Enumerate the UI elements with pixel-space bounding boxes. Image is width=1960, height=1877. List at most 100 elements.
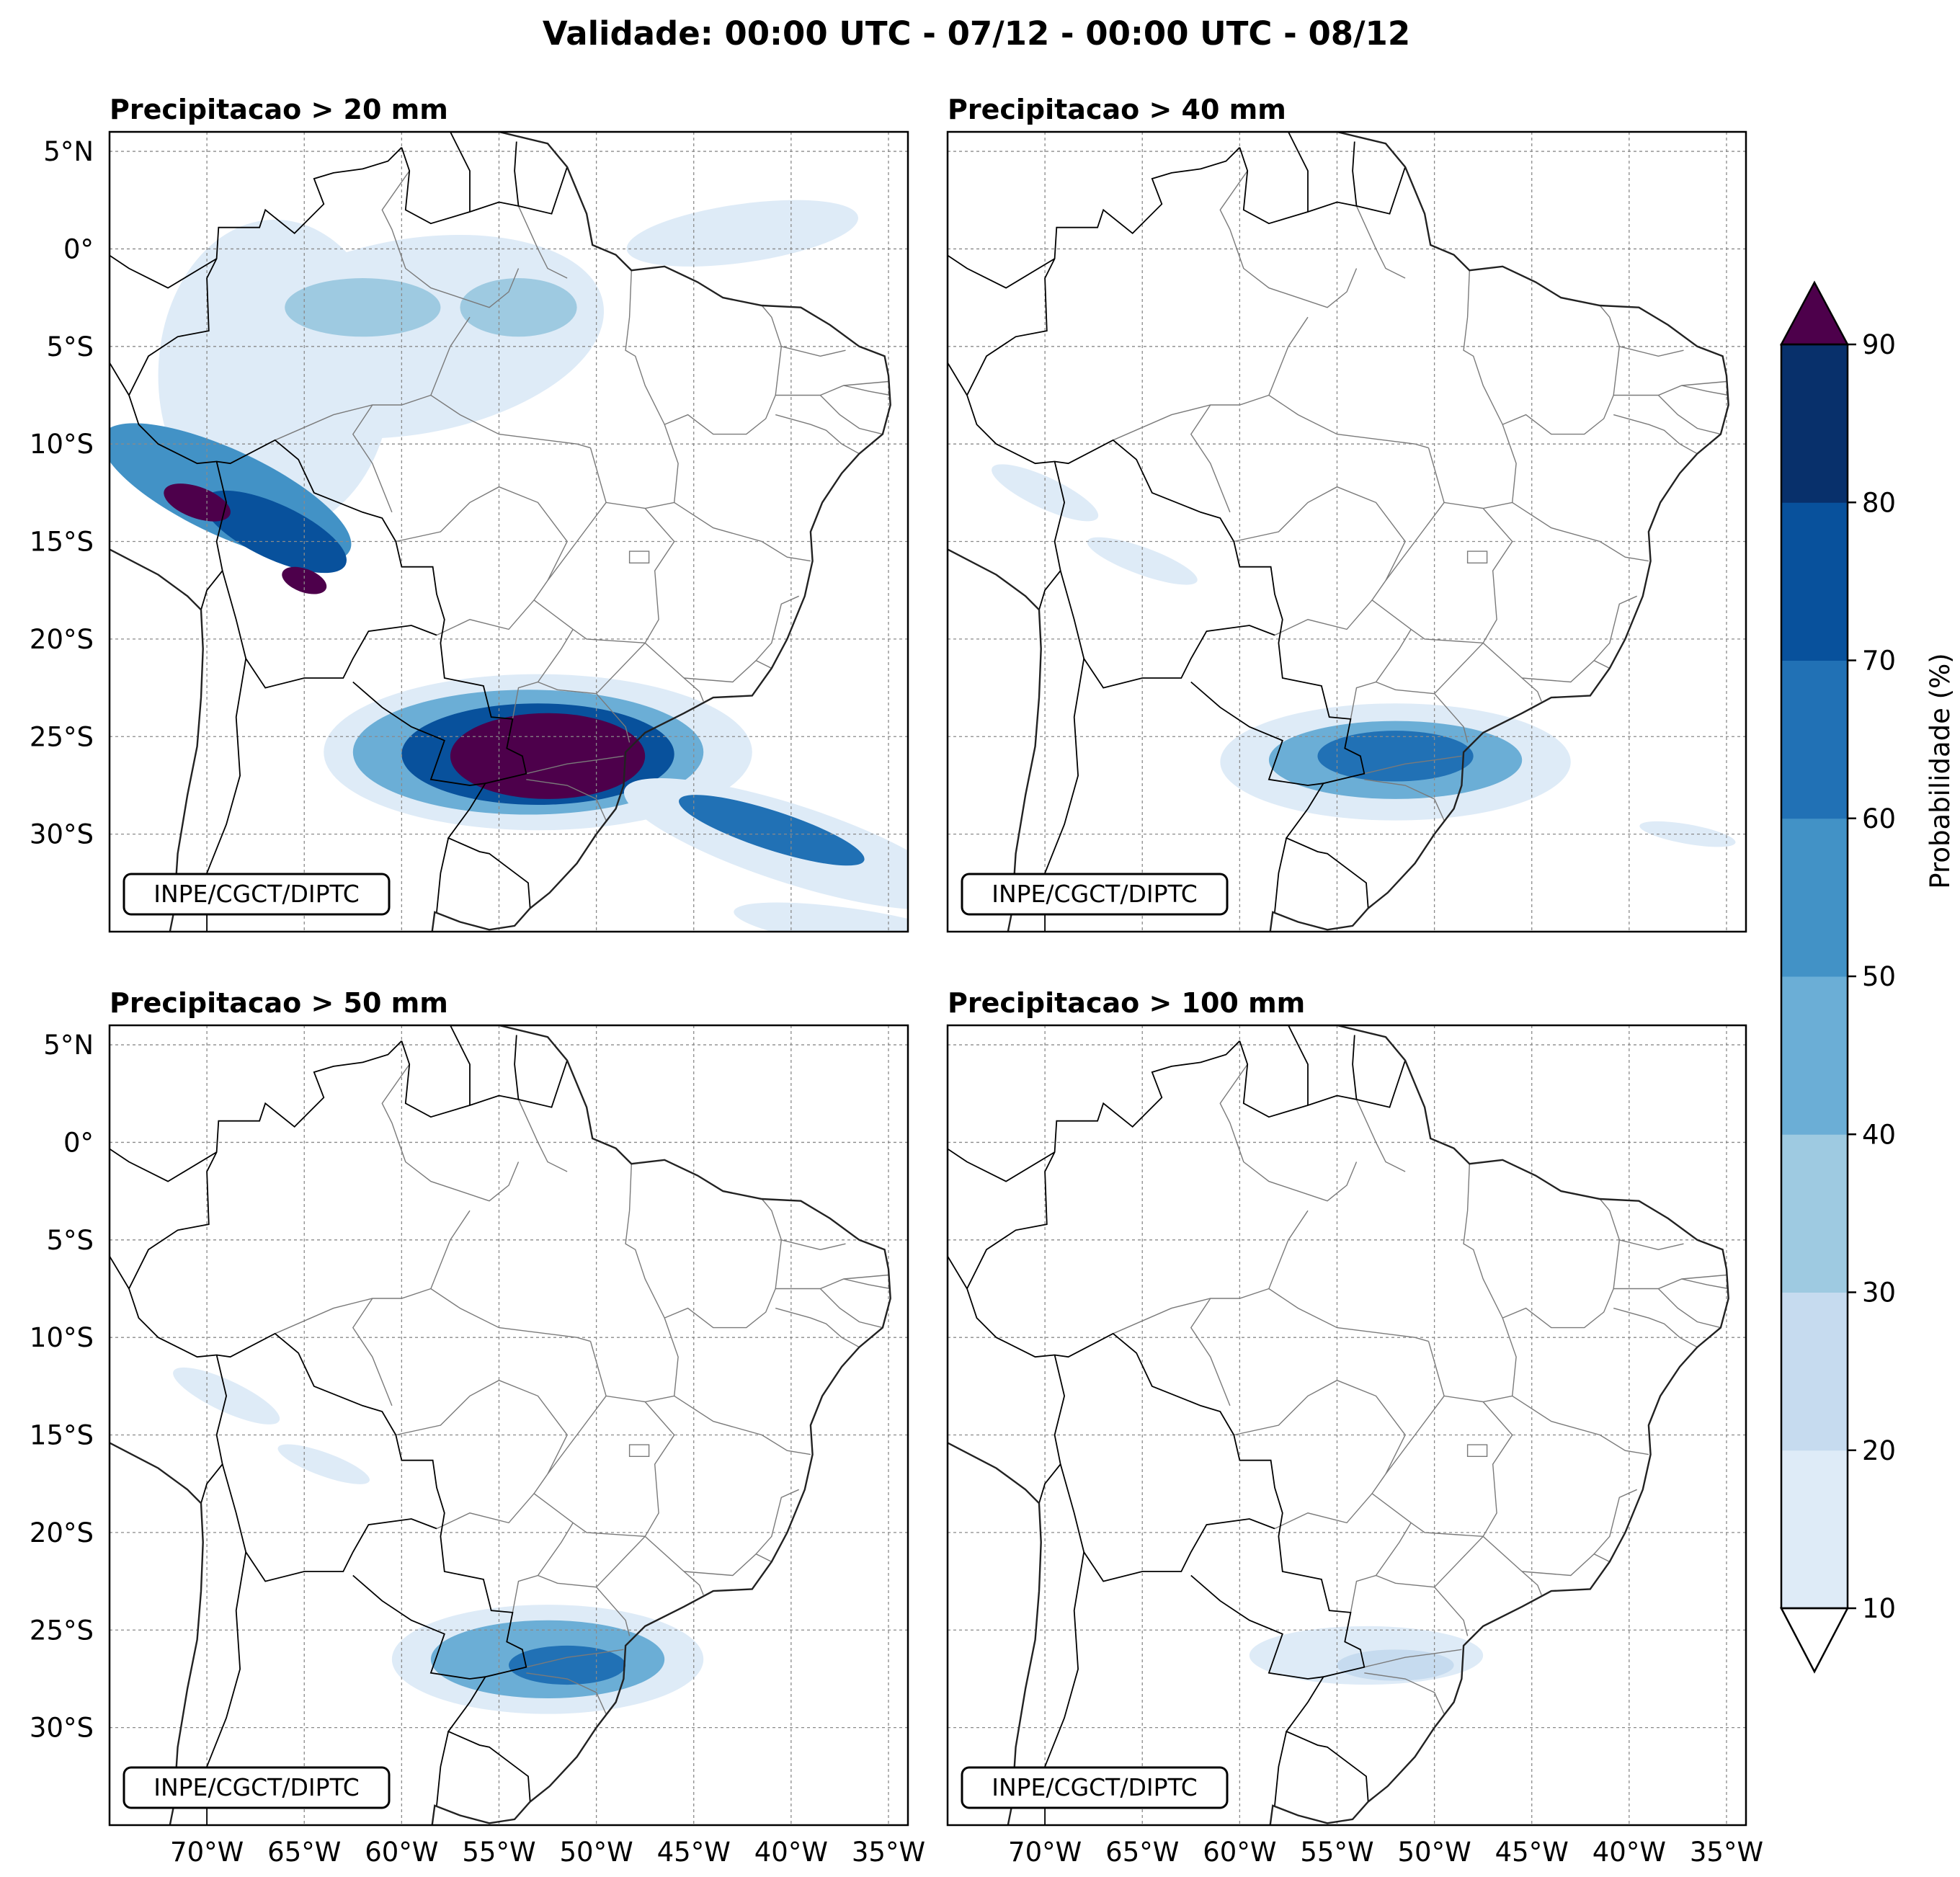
country-border bbox=[948, 1148, 1056, 1182]
state-border bbox=[436, 599, 535, 636]
country-border bbox=[514, 141, 520, 206]
colorbar-tick-label: 60 bbox=[1862, 803, 1896, 834]
state-border bbox=[436, 1493, 535, 1530]
map-panel-p20: Precipitacao > 20 mm INPE/CGCT/DIPTC 5°N 0°… bbox=[30, 94, 909, 933]
country-border bbox=[1038, 1355, 1066, 1504]
credit-text: INPE/CGCT/DIPTC bbox=[153, 880, 360, 908]
lon-tick-label: 35°W bbox=[852, 1837, 925, 1868]
state-border bbox=[430, 1210, 471, 1289]
probability-area bbox=[460, 278, 577, 337]
lat-tick-label: 25°S bbox=[30, 1615, 94, 1646]
lon-tick-label: 70°W bbox=[1008, 1837, 1082, 1868]
country-border bbox=[200, 1355, 228, 1504]
state-border bbox=[1268, 316, 1309, 396]
state-border bbox=[381, 1064, 520, 1202]
lat-tick-label: 15°S bbox=[30, 1420, 94, 1451]
country-border bbox=[1190, 681, 1324, 786]
state-border bbox=[843, 1278, 891, 1290]
map-panel-p100: Precipitacao > 100 mm INPE/CGCT/DIPTC 70°W… bbox=[946, 987, 1763, 1868]
state-border bbox=[684, 659, 772, 683]
lat-tick-label: 5°N bbox=[43, 1030, 94, 1061]
colorbar-segment bbox=[1781, 1292, 1848, 1451]
colorbar-tick-label: 90 bbox=[1862, 329, 1896, 360]
state-border bbox=[1619, 346, 1684, 357]
state-border bbox=[1681, 385, 1729, 396]
state-border bbox=[1512, 501, 1649, 562]
state-border bbox=[396, 486, 568, 581]
state-border bbox=[1502, 305, 1621, 435]
panel-frame bbox=[946, 1024, 1747, 1827]
pacific-coastline bbox=[948, 548, 1042, 932]
country-border bbox=[1190, 1574, 1324, 1680]
state-border bbox=[352, 1298, 393, 1406]
country-border bbox=[1352, 141, 1358, 206]
state-border bbox=[1234, 486, 1406, 581]
state-border bbox=[819, 395, 883, 435]
state-border bbox=[1355, 1099, 1406, 1172]
probability-area bbox=[734, 902, 908, 932]
state-border bbox=[526, 1649, 624, 1668]
lon-tick-label: 50°W bbox=[1398, 1837, 1471, 1868]
colorbar-segment bbox=[1781, 502, 1848, 661]
pacific-coastline bbox=[110, 1441, 204, 1825]
lat-tick-label: 25°S bbox=[30, 721, 94, 752]
colorbar-segment bbox=[1781, 1450, 1848, 1609]
lat-tick-label: 30°S bbox=[30, 1713, 94, 1744]
state-border bbox=[1274, 599, 1373, 636]
country-border bbox=[200, 461, 228, 610]
state-border bbox=[755, 1489, 799, 1555]
lon-tick-label: 40°W bbox=[1592, 1837, 1666, 1868]
state-border bbox=[1364, 779, 1445, 821]
colorbar-tick-label: 20 bbox=[1862, 1435, 1896, 1466]
country-border bbox=[1059, 1463, 1275, 1582]
country-border bbox=[966, 1040, 1369, 1802]
state-border bbox=[381, 170, 520, 308]
colorbar-segment bbox=[1781, 660, 1848, 819]
state-border bbox=[1619, 1239, 1684, 1251]
credit-text: INPE/CGCT/DIPTC bbox=[992, 880, 1198, 908]
state-border bbox=[1613, 1274, 1727, 1290]
state-border bbox=[819, 1288, 883, 1329]
state-border bbox=[1613, 1307, 1698, 1348]
state-border bbox=[1219, 170, 1358, 308]
lon-tick-label: 60°W bbox=[1203, 1837, 1276, 1868]
country-border bbox=[1059, 570, 1275, 689]
map-panel-p50: Precipitacao > 50 mm INPE/CGCT/DIPTC 5°N 0°… bbox=[30, 987, 925, 1868]
probability-area bbox=[1337, 1649, 1454, 1681]
lon-tick-label: 65°W bbox=[267, 1837, 341, 1868]
state-border bbox=[664, 1198, 783, 1329]
panel-title: Precipitacao > 100 mm bbox=[948, 987, 1305, 1019]
lat-tick-label: 5°N bbox=[43, 136, 94, 167]
state-border bbox=[1190, 404, 1231, 513]
lat-tick-label: 10°S bbox=[30, 1322, 94, 1353]
panel-title: Precipitacao > 20 mm bbox=[110, 94, 448, 125]
state-border bbox=[1371, 1395, 1513, 1538]
colorbar: 10 20 30 40 50 60 70 80 90 Probabilidade (%) bbox=[1779, 280, 1956, 1674]
probability-area bbox=[679, 795, 865, 866]
state-border bbox=[517, 1099, 568, 1172]
state-border bbox=[1364, 1649, 1462, 1668]
federal-district-border bbox=[628, 550, 650, 563]
state-border bbox=[430, 316, 471, 396]
state-border bbox=[517, 205, 568, 279]
credit-label: INPE/CGCT/DIPTC bbox=[122, 1766, 391, 1809]
state-border bbox=[1371, 501, 1513, 644]
country-border bbox=[450, 132, 471, 212]
state-border bbox=[1613, 380, 1727, 396]
coastline bbox=[431, 132, 891, 932]
state-border bbox=[533, 501, 675, 644]
probability-area bbox=[277, 1444, 370, 1484]
credit-label: INPE/CGCT/DIPTC bbox=[961, 1766, 1229, 1809]
map-panel-p40: Precipitacao > 40 mm INPE/CGCT/DIPTC bbox=[946, 94, 1747, 933]
state-border bbox=[526, 779, 607, 821]
colorbar-tick-label: 30 bbox=[1862, 1278, 1896, 1308]
state-border bbox=[1364, 755, 1462, 775]
pacific-coastline bbox=[110, 548, 204, 932]
state-border bbox=[1657, 395, 1721, 435]
country-border bbox=[352, 681, 486, 786]
lat-tick-label: 20°S bbox=[30, 1517, 94, 1548]
lat-tick-label: 5°S bbox=[46, 1225, 94, 1256]
pacific-coastline bbox=[948, 1441, 1042, 1825]
country-border bbox=[436, 837, 450, 912]
